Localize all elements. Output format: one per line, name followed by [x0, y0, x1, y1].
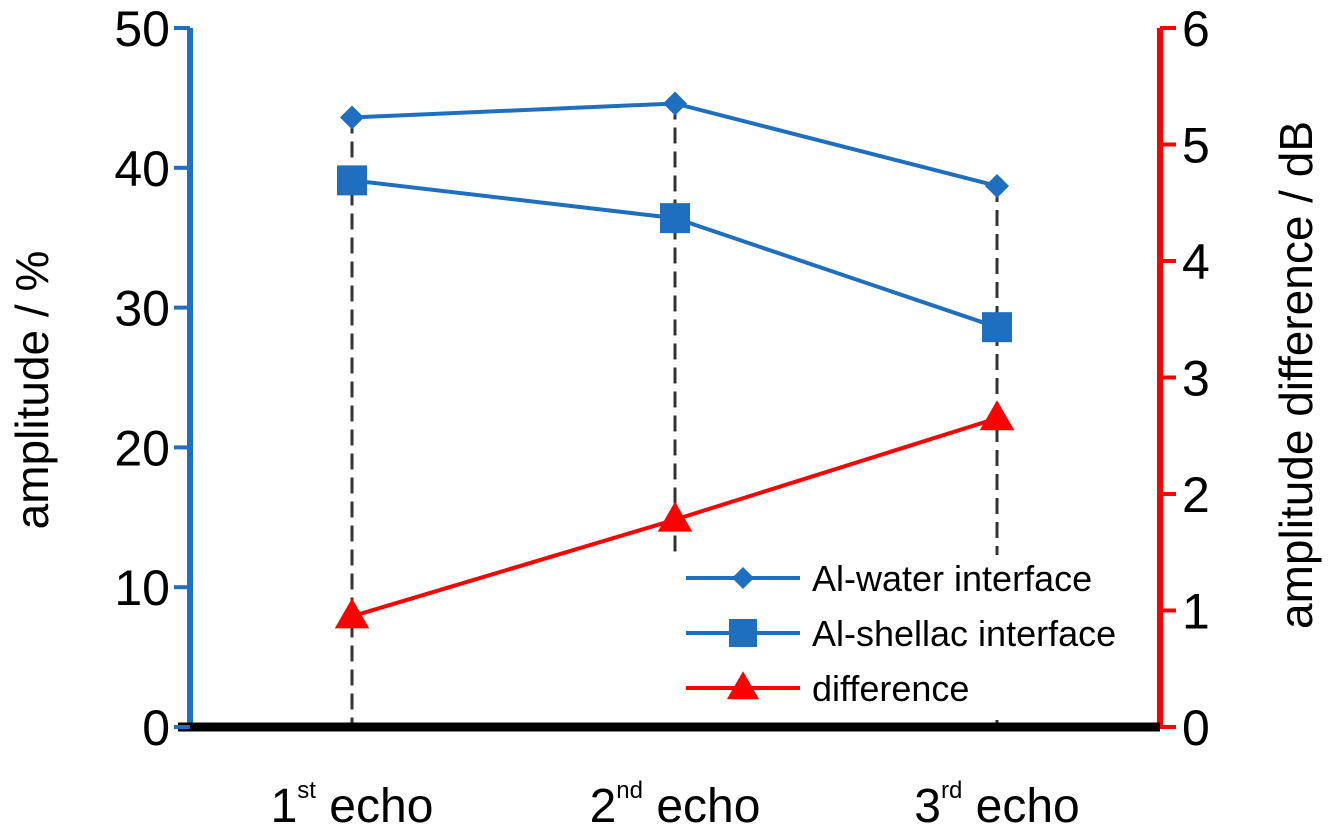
data-point [660, 203, 690, 234]
right-tick-label: 4 [1182, 234, 1210, 290]
right-tick-label: 5 [1182, 118, 1210, 174]
data-point [985, 173, 1009, 198]
category-label: 1st echo [271, 777, 434, 827]
right-y-ticks: 0 1 2 3 4 5 6 [1160, 1, 1210, 756]
legend-label: Al-shellac interface [812, 613, 1116, 654]
legend-swatch-marker [726, 671, 760, 700]
left-tick-label: 20 [114, 420, 170, 476]
data-point [337, 165, 367, 196]
right-tick-label: 6 [1182, 1, 1210, 57]
left-axis-title: amplitude / % [6, 251, 58, 530]
left-tick-label: 50 [114, 1, 170, 57]
left-tick-label: 0 [142, 700, 170, 756]
data-point [657, 501, 693, 532]
legend-label: difference [812, 668, 969, 709]
data-point [334, 598, 370, 629]
right-tick-label: 0 [1182, 700, 1210, 756]
data-point [982, 312, 1012, 343]
right-tick-label: 3 [1182, 351, 1210, 407]
legend-swatch-marker [729, 619, 757, 647]
category-label: 3rd echo [914, 777, 1079, 827]
left-tick-label: 10 [114, 560, 170, 616]
legend-swatch-marker [732, 567, 754, 589]
series [334, 91, 1015, 629]
right-tick-label: 2 [1182, 467, 1210, 523]
data-point [663, 91, 687, 116]
right-tick-label: 1 [1182, 584, 1210, 640]
data-point [340, 105, 364, 130]
left-tick-label: 40 [114, 141, 170, 197]
right-axis-title: amplitude difference / dB [1270, 121, 1322, 629]
category-label: 2nd echo [590, 777, 761, 827]
legend: Al-water interface Al-shellac interface di… [640, 555, 1150, 720]
legend-background [640, 555, 1150, 720]
data-point [979, 400, 1015, 431]
x-category-labels: 1st echo 2nd echo 3rd echo [271, 777, 1080, 827]
left-y-ticks: 0 10 20 30 40 50 [114, 1, 190, 756]
left-tick-label: 30 [114, 281, 170, 337]
legend-label: Al-water interface [812, 558, 1092, 599]
